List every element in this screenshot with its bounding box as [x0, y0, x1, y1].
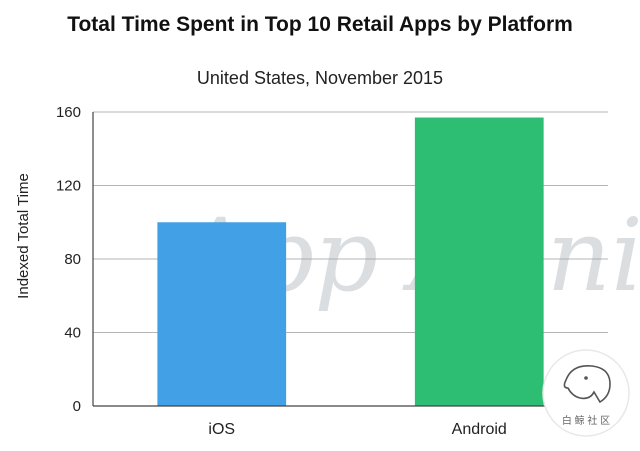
bar-ios [157, 222, 287, 406]
chart-title: Total Time Spent in Top 10 Retail Apps b… [67, 13, 573, 36]
chart-subtitle: United States, November 2015 [196, 68, 444, 88]
bars [157, 117, 544, 406]
x-tick-label: Android [452, 421, 507, 438]
baijing-seal: 白 鲸 社 区 [542, 349, 630, 437]
seal-text: 白 鲸 社 区 [562, 414, 610, 427]
y-tick-label: 80 [64, 251, 81, 268]
y-tick-label: 40 [64, 325, 81, 342]
y-tick-label: 0 [73, 398, 81, 415]
y-tick-label: 160 [56, 104, 81, 121]
x-tick-label: iOS [208, 421, 235, 438]
bar-android [414, 117, 544, 406]
y-axis-ticks: 0 40 80 120 160 [56, 104, 81, 415]
x-axis-ticks: iOS Android [208, 421, 506, 438]
y-tick-label: 120 [56, 178, 81, 195]
y-axis-label: Indexed Total Time [15, 173, 32, 299]
